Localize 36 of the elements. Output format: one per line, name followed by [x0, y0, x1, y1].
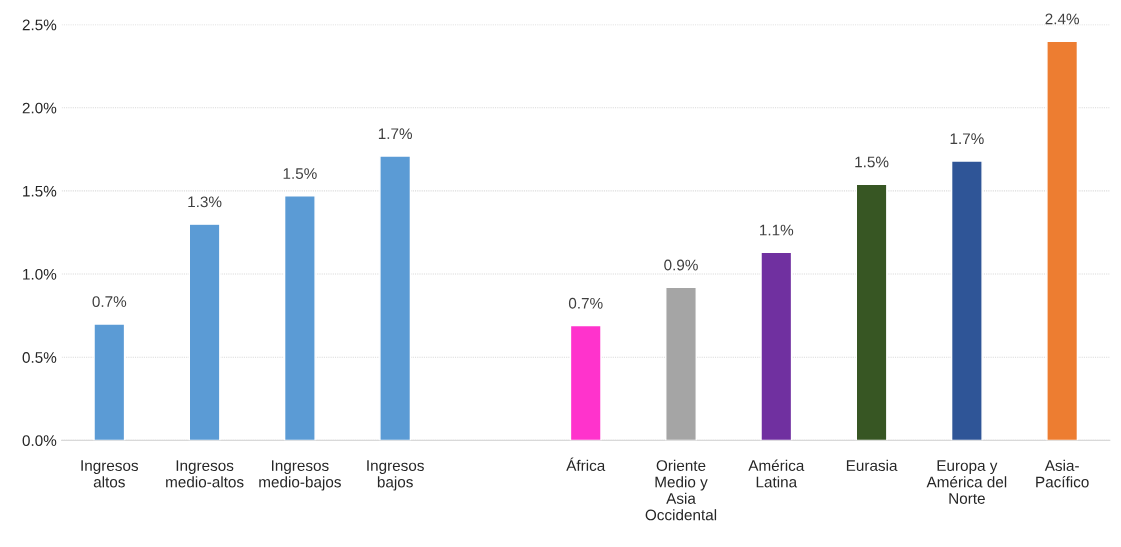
- data-label: 1.7%: [950, 133, 984, 144]
- data-label: 1.5%: [283, 168, 317, 179]
- x-tick-label: Eurasia: [846, 459, 898, 471]
- data-label: 0.7%: [92, 296, 127, 308]
- bar: [760, 251, 793, 441]
- x-tick-label: Asia- Pacífico: [1036, 459, 1089, 488]
- bar: [283, 195, 316, 441]
- bar: [855, 183, 888, 441]
- x-tick-label: Ingresos medio-altos: [166, 460, 244, 488]
- y-tick-label: 1.5%: [23, 185, 57, 197]
- bar: [665, 286, 697, 441]
- data-label: 2.4%: [1045, 13, 1080, 25]
- x-tick-label: Oriente Medio y Asia Occidental: [645, 459, 717, 521]
- bar: [1046, 40, 1079, 441]
- data-label: 0.9%: [664, 259, 698, 271]
- y-tick-label: 2.0%: [22, 102, 57, 114]
- x-tick-label: Ingresos bajos: [367, 460, 424, 491]
- bar: [379, 155, 412, 441]
- y-tick-label: 1.0%: [23, 268, 57, 280]
- y-tick-label: 0.0%: [22, 435, 57, 447]
- x-tick-label: Ingresos altos: [81, 460, 139, 488]
- data-label: 1.5%: [855, 156, 889, 168]
- data-label: 1.3%: [188, 196, 222, 208]
- bar: [93, 323, 126, 441]
- x-tick-label: África: [566, 457, 606, 471]
- data-label: 0.7%: [568, 297, 603, 309]
- x-tick-label: Ingresos medio-bajos: [259, 460, 341, 491]
- y-tick-label: 2.5%: [22, 19, 57, 31]
- y-tick-label: 0.5%: [22, 352, 57, 363]
- bar: [188, 223, 221, 441]
- data-label: 1.7%: [378, 128, 413, 140]
- bar: [950, 160, 983, 441]
- data-label: 1.1%: [760, 224, 794, 236]
- bar: [569, 324, 602, 441]
- x-tick-label: Europa y América del Norte: [926, 460, 1007, 504]
- x-tick-label: América Latina: [748, 459, 805, 488]
